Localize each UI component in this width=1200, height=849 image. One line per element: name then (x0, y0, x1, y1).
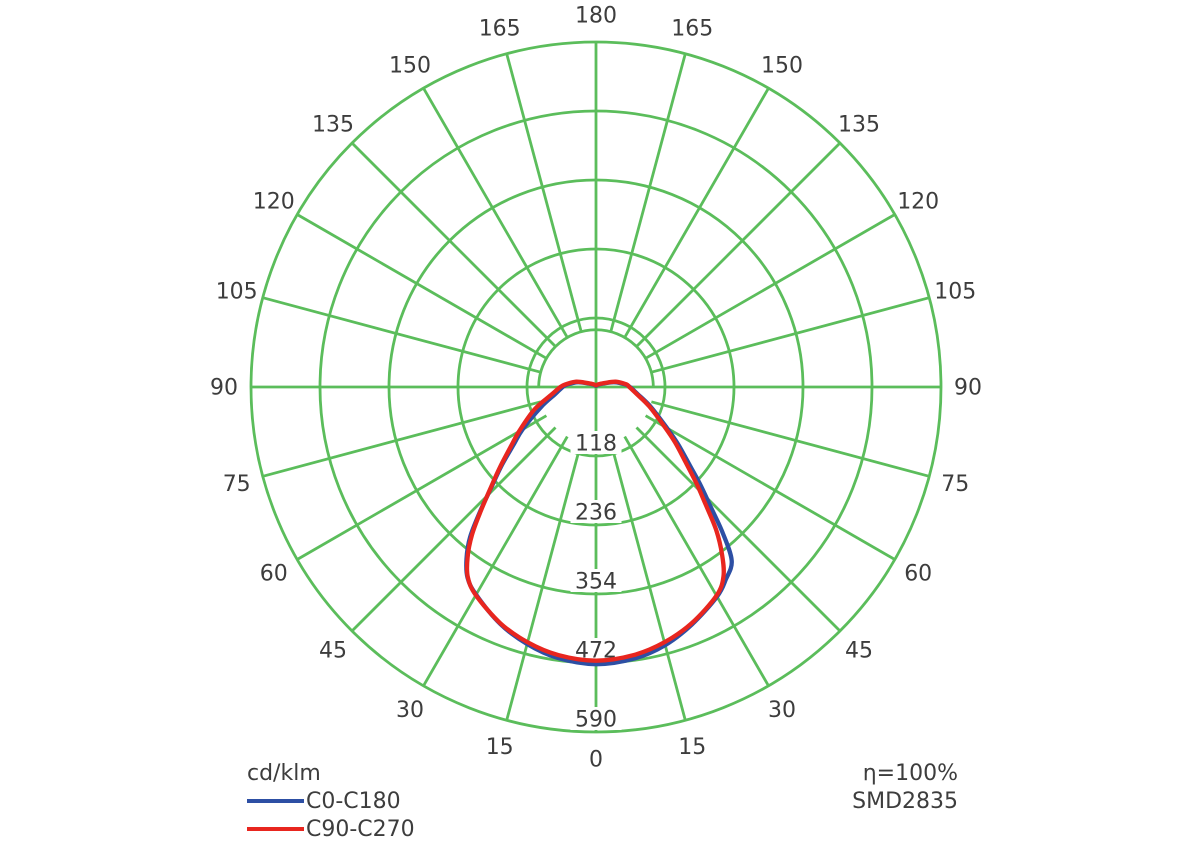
angle-label: 135 (312, 113, 354, 138)
ring-label-chip (570, 569, 622, 592)
ring-value-label: 118 (575, 432, 617, 457)
angle-label: 60 (260, 562, 288, 587)
legend-line-c90-c270-swatch (247, 827, 304, 831)
grid-ray (644, 414, 896, 561)
led-type-text: SMD2835 (852, 789, 958, 814)
grid-ray (609, 53, 687, 332)
angle-label: 165 (671, 16, 713, 41)
grid-ray (296, 213, 548, 360)
angle-label: 45 (845, 639, 873, 664)
angle-label: 105 (934, 279, 976, 304)
angle-label: 150 (761, 54, 803, 79)
legend-line-c0-c180-swatch (247, 799, 304, 803)
grid-ray (609, 442, 687, 721)
angle-label: 45 (319, 639, 347, 664)
ring-label-chip (570, 707, 622, 730)
angle-label: 60 (904, 562, 932, 587)
grid-ray (635, 142, 841, 348)
angle-label: 180 (575, 4, 617, 29)
angle-label: 165 (479, 16, 521, 41)
grid-ray (262, 296, 541, 374)
angle-label: 120 (897, 190, 939, 215)
ring-value-label: 236 (575, 501, 617, 526)
legend-units-label: cd/klm (247, 761, 321, 786)
chart-annotations: η=100% SMD2835 (852, 760, 958, 816)
legend-item-c90-c270: C90-C270 (247, 815, 415, 843)
grid-ray (422, 87, 569, 339)
grid-ray (351, 426, 557, 632)
grid-rays (251, 42, 941, 732)
grid-ray (351, 142, 557, 348)
grid-ray (635, 426, 841, 632)
angle-label: 135 (838, 113, 880, 138)
chart-legend: cd/klm C0-C180 C90-C270 (247, 761, 415, 843)
grid-ray (651, 400, 930, 478)
angle-label: 15 (486, 735, 514, 760)
grid-ray (505, 442, 583, 721)
grid-ray (505, 53, 583, 332)
curve-c90-c270 (464, 379, 726, 663)
grid-ray (651, 296, 930, 374)
angle-label: 15 (678, 735, 706, 760)
angle-label: 75 (941, 472, 969, 497)
grid-ray (296, 414, 548, 561)
angle-label: 90 (954, 376, 982, 401)
grid-ray (623, 87, 770, 339)
angle-label: 30 (396, 698, 424, 723)
grid-ray (262, 400, 541, 478)
legend-label-c90-c270: C90-C270 (306, 816, 415, 842)
ring-label-chip (570, 431, 622, 454)
grid-ray (422, 435, 569, 687)
angle-label: 90 (210, 376, 238, 401)
grid-ray (623, 435, 770, 687)
angle-label: 0 (589, 748, 603, 773)
angle-labels: 0 15 15 30 30 45 45 60 60 75 75 90 90 105 105 120 120 135… (210, 4, 982, 773)
legend-item-c0-c180: C0-C180 (247, 787, 415, 815)
legend-label-c0-c180: C0-C180 (306, 788, 401, 814)
angle-label: 30 (768, 698, 796, 723)
efficiency-text: η=100% (862, 761, 958, 786)
ring-label-chip (570, 500, 622, 523)
angle-label: 120 (253, 190, 295, 215)
angle-label: 150 (389, 54, 431, 79)
ring-value-label: 354 (575, 570, 617, 595)
angle-label: 75 (223, 472, 251, 497)
ring-label-chip (570, 638, 622, 661)
grid-ray (644, 213, 896, 360)
ring-value-label: 590 (575, 708, 617, 733)
angle-label: 105 (216, 279, 258, 304)
